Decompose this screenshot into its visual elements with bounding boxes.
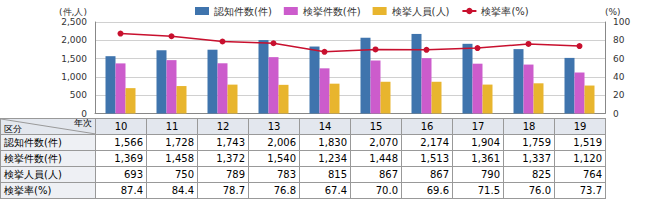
html-text:69.6: 69.6	[426, 185, 449, 196]
html-text:815: 815	[327, 169, 347, 180]
html-text:78.7: 78.7	[222, 185, 245, 196]
html-text:1,519: 1,519	[573, 137, 602, 148]
html-text:87.4: 87.4	[120, 185, 143, 196]
html-text:10: 10	[114, 121, 128, 132]
svg-text:認知件数(件): 認知件数(件)	[214, 6, 272, 17]
html-text:2,174: 2,174	[420, 137, 449, 148]
html-text:18: 18	[522, 121, 536, 132]
html-text:19: 19	[573, 121, 587, 132]
html-text:1,540: 1,540	[267, 153, 296, 164]
svg-text:500: 500	[70, 90, 87, 100]
html-text:867: 867	[429, 169, 449, 180]
html-text:71.5: 71.5	[477, 185, 500, 196]
svg-text:60: 60	[613, 54, 625, 64]
svg-text:20: 20	[613, 90, 625, 100]
html-text:1,743: 1,743	[216, 137, 245, 148]
html-text:1,513: 1,513	[420, 153, 449, 164]
html-text:15: 15	[369, 121, 383, 132]
html-text:検挙件数(件): 検挙件数(件)	[4, 152, 62, 164]
html-text:1,369: 1,369	[114, 153, 143, 164]
html-text:1,448: 1,448	[369, 153, 398, 164]
html-text:67.4: 67.4	[324, 185, 347, 196]
svg-text:1,500: 1,500	[61, 54, 87, 64]
html-text:16: 16	[420, 121, 434, 132]
svg-text:1,000: 1,000	[61, 72, 87, 82]
svg-text:2,500: 2,500	[61, 17, 87, 27]
html-text:764: 764	[582, 169, 602, 180]
svg-text:2,000: 2,000	[61, 35, 87, 45]
svg-text:0: 0	[81, 109, 87, 119]
html-text:11: 11	[165, 121, 179, 132]
svg-text:40: 40	[613, 72, 625, 82]
html-text:12: 12	[216, 121, 230, 132]
html-text:13: 13	[267, 121, 281, 132]
html-text:693: 693	[123, 169, 143, 180]
html-text:1,759: 1,759	[522, 137, 551, 148]
html-text:1,337: 1,337	[522, 153, 551, 164]
html-text:783: 783	[276, 169, 296, 180]
html-text:2,006: 2,006	[267, 137, 296, 148]
html-text:76.0: 76.0	[528, 185, 551, 196]
html-text:検挙人員(人): 検挙人員(人)	[4, 168, 62, 180]
html-text:1,458: 1,458	[165, 153, 194, 164]
html-text:789: 789	[225, 169, 245, 180]
html-text:年次: 年次	[74, 118, 92, 128]
html-text:14: 14	[318, 121, 332, 132]
html-text:750: 750	[174, 169, 194, 180]
html-text:1,234: 1,234	[318, 153, 347, 164]
html-text:検挙率(%): 検挙率(%)	[4, 184, 52, 196]
html-text:825: 825	[531, 169, 551, 180]
svg-text:検挙率(%): 検挙率(%)	[481, 6, 528, 17]
svg-text:検挙人員(人): 検挙人員(人)	[392, 6, 450, 17]
html-text:73.7: 73.7	[579, 185, 602, 196]
html-text:17: 17	[471, 121, 485, 132]
html-text:1,904: 1,904	[471, 137, 500, 148]
svg-text:100: 100	[613, 17, 630, 27]
svg-text:0: 0	[613, 109, 619, 119]
html-text:1,728: 1,728	[165, 137, 194, 148]
html-text:867: 867	[378, 169, 398, 180]
html-text:区分: 区分	[4, 124, 22, 134]
html-text:790: 790	[480, 169, 500, 180]
html-text:70.0: 70.0	[375, 185, 398, 196]
html-text:1,361: 1,361	[471, 153, 500, 164]
html-text:1,120: 1,120	[573, 153, 602, 164]
svg-text:(件,人): (件,人)	[59, 7, 87, 17]
svg-text:検挙件数(件): 検挙件数(件)	[303, 6, 361, 17]
html-text:1,372: 1,372	[216, 153, 245, 164]
html-text:2,070: 2,070	[369, 137, 398, 148]
html-text:1,566: 1,566	[114, 137, 143, 148]
svg-text:(%): (%)	[605, 7, 621, 17]
html-text:84.4: 84.4	[171, 185, 194, 196]
html-text:76.8: 76.8	[273, 185, 296, 196]
svg-text:80: 80	[613, 35, 625, 45]
html-text:1,830: 1,830	[318, 137, 347, 148]
html-text:認知件数(件): 認知件数(件)	[4, 136, 62, 148]
